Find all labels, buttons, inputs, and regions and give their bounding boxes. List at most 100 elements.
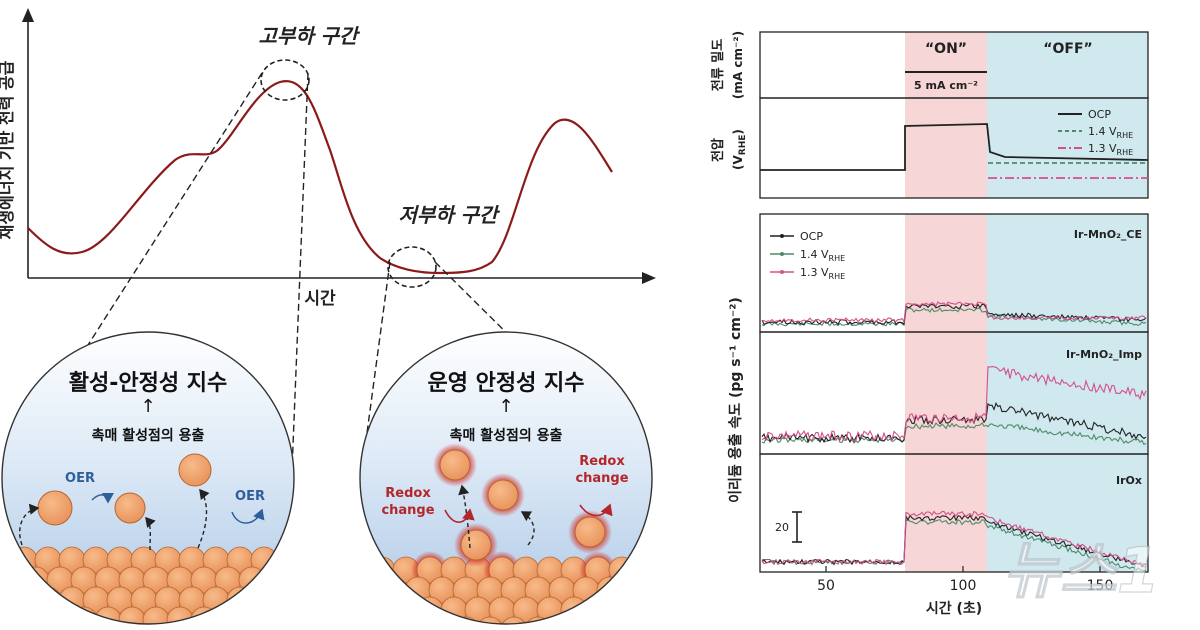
low-load-circle	[387, 246, 437, 288]
current-ylabel-unit: (mA cm⁻²)	[731, 31, 745, 99]
oer-label: OER	[65, 471, 95, 486]
zoom-line	[361, 261, 391, 471]
dissolution-legend: OCP 1.4 VRHE 1.3 VRHE	[770, 230, 845, 281]
bed-particle	[262, 566, 290, 594]
series-line	[761, 422, 1147, 446]
power-curve-plot: 재생에너지 기반 전력 공급 시간 고부하 구간 저부하 구간	[0, 8, 656, 471]
particle-glowing	[439, 449, 471, 481]
bed-particle	[404, 616, 432, 624]
bed-particle	[584, 596, 612, 624]
particle	[178, 453, 212, 487]
bed-particle	[286, 606, 294, 624]
up-arrow: ↑	[140, 396, 155, 417]
bed-particle	[644, 616, 652, 624]
legend-13v: 1.3 VRHE	[800, 266, 845, 281]
high-load-circle	[260, 59, 310, 101]
dissolution-arrow	[19, 503, 40, 546]
bed-particle	[360, 616, 384, 624]
x-tick: 50	[817, 578, 835, 594]
x-tick: 150	[1087, 578, 1114, 594]
x-axis-arrow	[642, 272, 656, 284]
oer-arrow	[91, 492, 114, 504]
redox-label: Redox	[579, 454, 625, 469]
zoom-line	[7, 72, 263, 471]
bed-particle	[238, 606, 266, 624]
redox-arrow	[579, 503, 613, 517]
dissolution-arrow	[458, 484, 471, 549]
series-line	[761, 510, 1147, 569]
particle-glowing	[460, 529, 492, 561]
bed-particle	[572, 616, 600, 624]
series-line	[761, 301, 1147, 324]
legend-ocp: OCP	[800, 230, 823, 243]
panel-ce-name: Ir-MnO₂_CE	[1074, 228, 1142, 241]
bed-particle	[620, 576, 648, 604]
bed-particle	[274, 586, 294, 614]
watermark-logo: 뉴스1	[1003, 534, 1160, 607]
catalyst-bed	[2, 546, 294, 624]
bed-particle	[380, 616, 408, 624]
bed-particle	[214, 606, 242, 624]
particle-glowing	[487, 479, 519, 511]
bed-particle	[118, 606, 146, 624]
circle-title: 활성-안정성 지수	[69, 371, 227, 396]
bed-particle	[274, 546, 294, 574]
series-line	[761, 519, 1147, 572]
bed-particle	[58, 586, 86, 614]
activity-stability-circle: 활성-안정성 지수 ↑ 촉매 활성점의 용출 OER OER	[1, 331, 295, 625]
bed-particle	[70, 606, 98, 624]
bed-particle	[190, 606, 218, 624]
circle-subtitle: 촉매 활성점의 용출	[92, 427, 205, 444]
bed-particle	[560, 596, 588, 624]
bed-particle	[548, 616, 576, 624]
dissolution-ylabel: 이리듐 용출 속도 (pg s⁻¹ cm⁻²)	[727, 297, 744, 503]
dissolution-panels: “ON” “OFF” 5 mA cm⁻² 전류 밀도 (mA cm⁻²) 전압 …	[710, 31, 1150, 617]
voltage-legend: OCP 1.4 VRHE 1.3 VRHE	[1058, 108, 1133, 157]
voltage-trace-ocp	[760, 123, 1149, 171]
particle	[114, 492, 146, 524]
operational-stability-circle: 운영 안정성 지수 ↑ 촉매 활성점의 용출 Redox change Redo…	[359, 331, 653, 625]
zoom-line	[291, 72, 309, 471]
bed-particle	[632, 596, 652, 624]
series-line	[761, 303, 1147, 326]
bed-particle	[46, 606, 74, 624]
up-arrow: ↑	[498, 396, 513, 417]
catalyst-bed	[360, 551, 652, 624]
panel-imp-name: Ir-MnO₂_Imp	[1066, 348, 1142, 361]
oer-label: OER	[235, 489, 265, 504]
y-axis-arrow	[22, 8, 34, 22]
zone-on-label: “ON”	[925, 41, 967, 57]
oer-arrow	[231, 508, 265, 524]
bed-particle	[286, 566, 294, 594]
bed-particle	[2, 546, 14, 574]
x-tick: 100	[950, 578, 977, 594]
rate-scale-label: 20	[775, 521, 789, 534]
particle	[37, 490, 73, 526]
y-axis-label: 재생에너지 기반 전력 공급	[0, 60, 16, 239]
bed-particle	[2, 586, 14, 614]
series-line	[761, 514, 1146, 568]
series-line	[761, 366, 1147, 442]
bed-particle	[360, 596, 372, 624]
bed-particle	[596, 616, 624, 624]
current-ylabel: 전류 밀도	[710, 39, 726, 91]
bed-particle	[632, 556, 652, 584]
dissolution-arrow	[145, 516, 156, 551]
panel-irox	[759, 453, 1149, 573]
bed-particle	[428, 616, 456, 624]
bed-particle	[608, 556, 636, 584]
voltage-ylabel: 전압	[710, 138, 726, 162]
particle-glowing	[574, 516, 606, 548]
bed-particle	[250, 586, 278, 614]
bed-particle	[2, 566, 26, 594]
x-axis-label: 시간	[304, 289, 336, 309]
bed-particle	[142, 606, 170, 624]
x-axis-label: 시간 (초)	[926, 600, 982, 617]
voltage-ylabel-unit: (VRHE)	[731, 129, 748, 170]
zone-off-label: “OFF”	[1043, 41, 1092, 57]
bed-particle	[644, 576, 652, 604]
redox-label: Redox	[385, 486, 431, 501]
dissolution-arrow	[197, 488, 210, 549]
bed-particle	[22, 606, 50, 624]
bed-particle	[416, 596, 444, 624]
